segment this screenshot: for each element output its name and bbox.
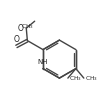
Text: CH$_3$: CH$_3$ <box>68 74 81 83</box>
Text: CH$_3$: CH$_3$ <box>21 22 34 31</box>
Text: O: O <box>18 24 23 33</box>
Text: NH: NH <box>37 59 48 65</box>
Text: O: O <box>13 35 19 44</box>
Text: CH$_3$: CH$_3$ <box>84 74 97 83</box>
